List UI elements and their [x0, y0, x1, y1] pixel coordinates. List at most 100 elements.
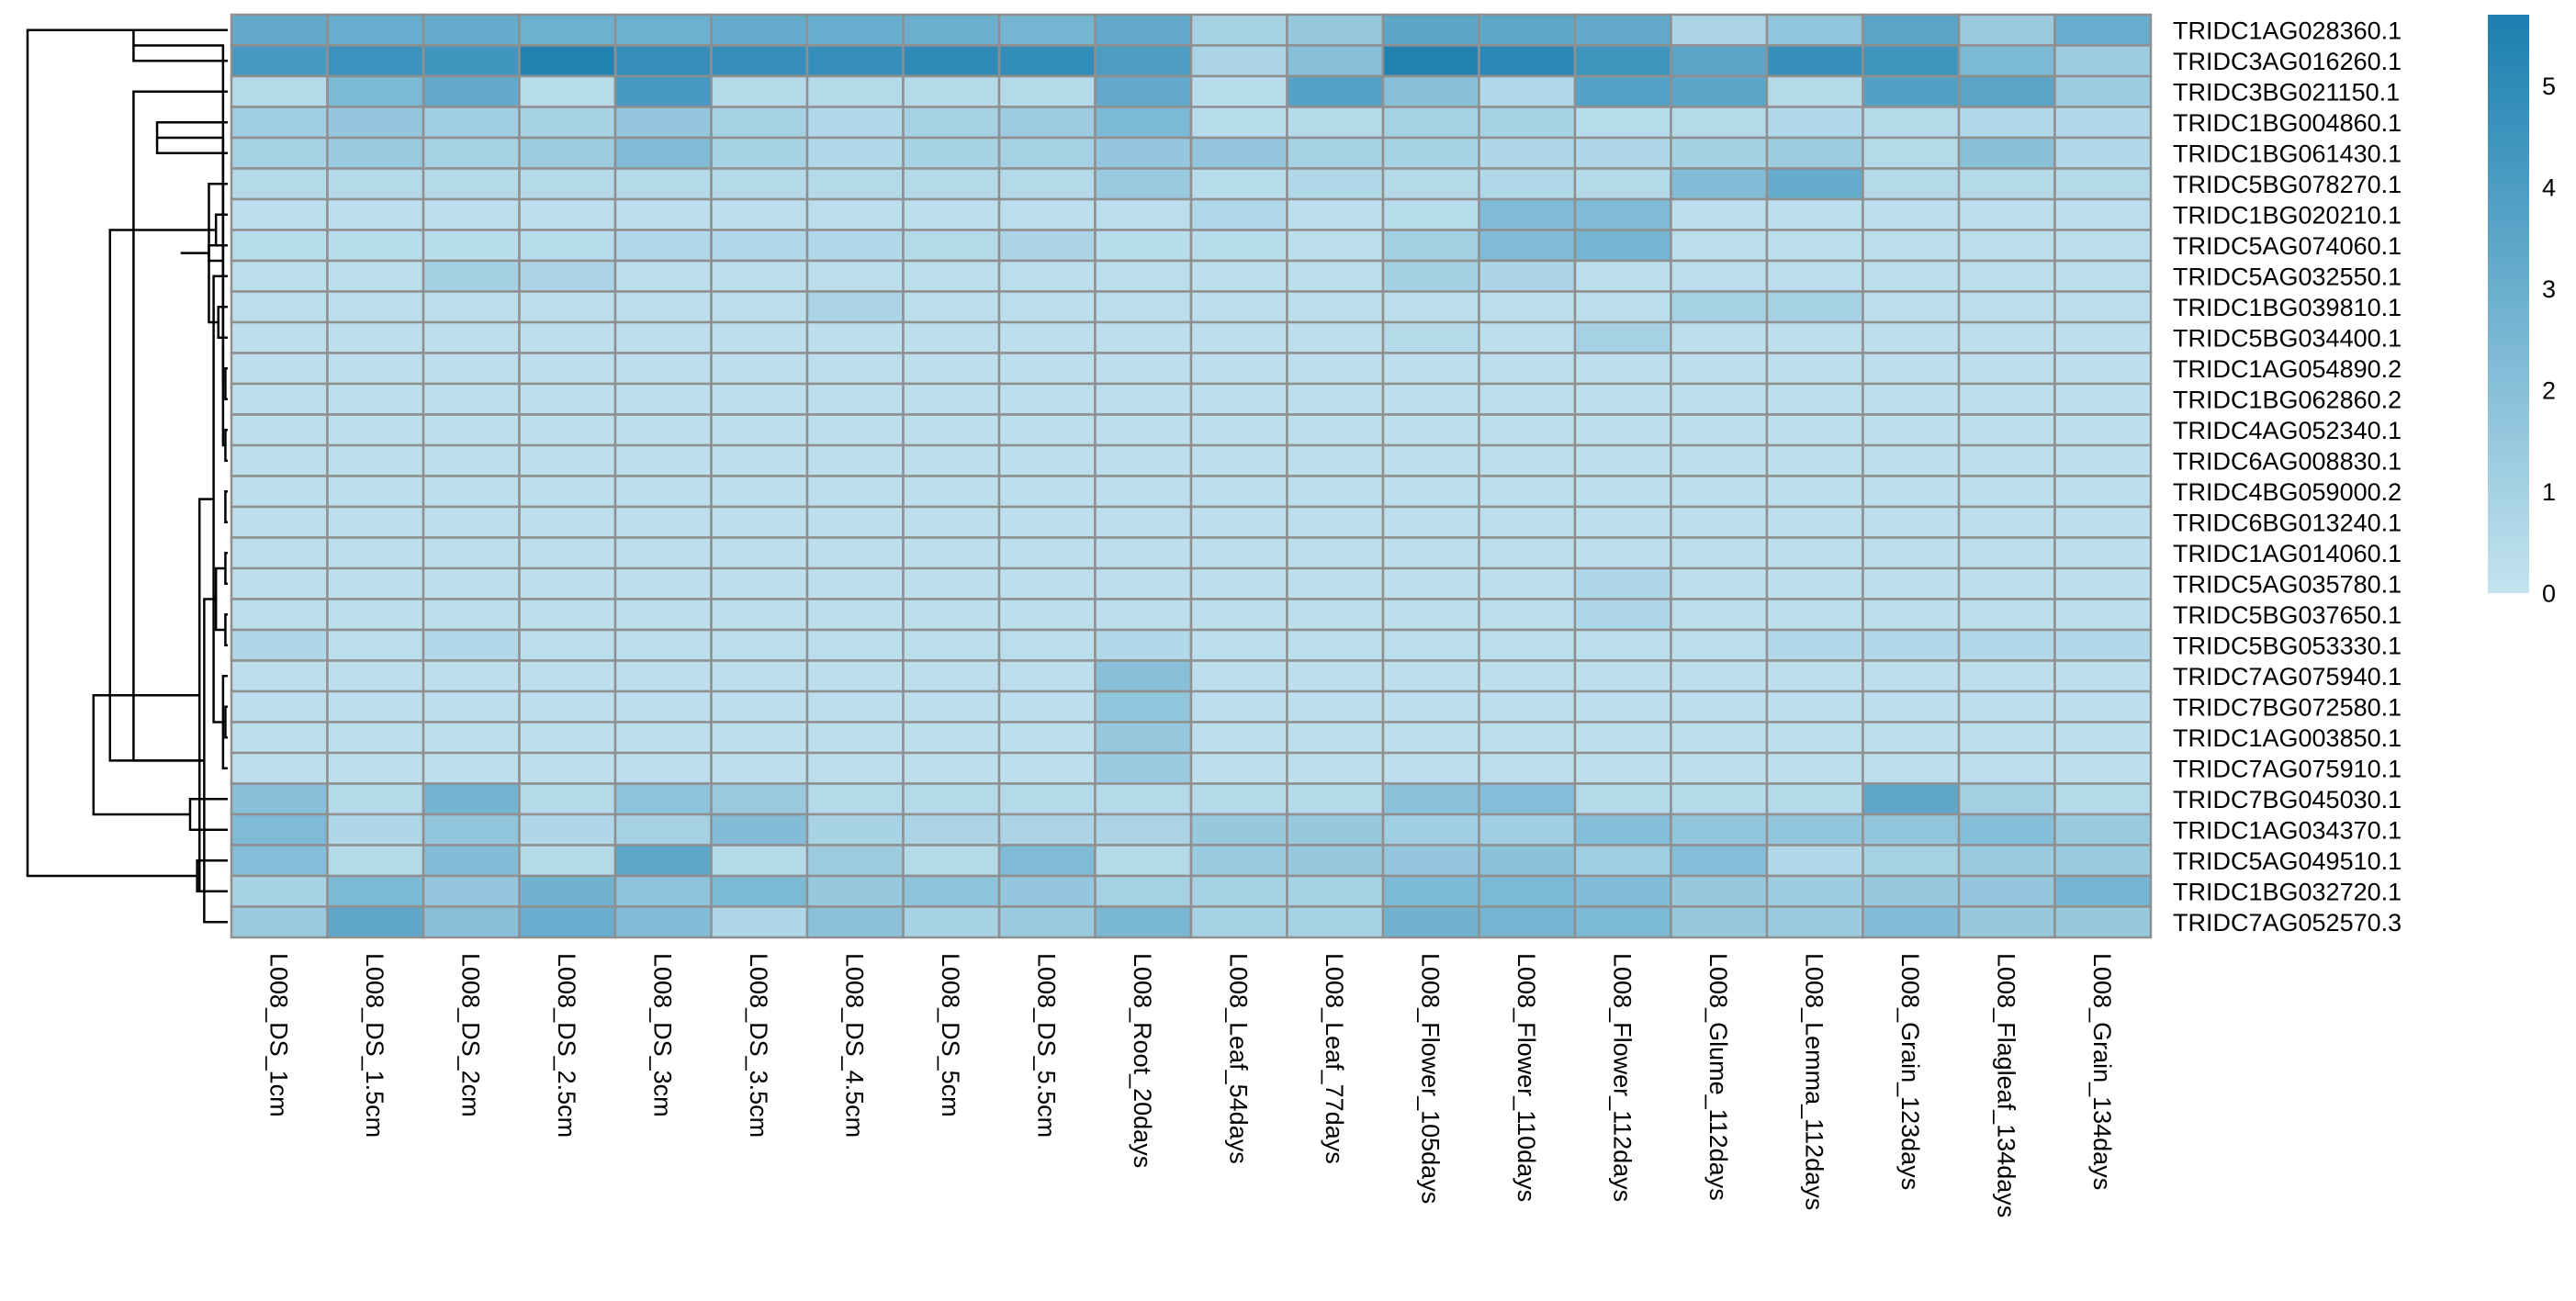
- heatmap-cell: [1189, 44, 1288, 78]
- heatmap-cell: [326, 290, 425, 324]
- heatmap-cell: [805, 874, 905, 908]
- heatmap-cell: [1381, 690, 1480, 723]
- heatmap-cell: [230, 475, 329, 509]
- heatmap-cell: [1765, 44, 1864, 78]
- heatmap-cell: [518, 475, 617, 509]
- heatmap-cell: [2053, 782, 2153, 816]
- heatmap-cell: [1765, 413, 1864, 447]
- heatmap-cell: [326, 721, 425, 755]
- heatmap-cell: [1957, 106, 2056, 140]
- heatmap-cell: [1862, 874, 1961, 908]
- heatmap-cell: [710, 782, 809, 816]
- heatmap-cell: [1670, 536, 1769, 570]
- heatmap-cell: [1094, 136, 1193, 170]
- heatmap-cell: [613, 813, 713, 847]
- heatmap-cell: [805, 690, 905, 723]
- heatmap-cell: [2053, 598, 2153, 632]
- heatmap-cell: [805, 628, 905, 662]
- heatmap-cell: [902, 320, 1001, 354]
- heatmap-cell: [518, 229, 617, 263]
- heatmap-cell: [422, 443, 521, 477]
- heatmap-cell: [1573, 352, 1672, 386]
- heatmap-cell: [1573, 197, 1672, 231]
- heatmap-cell: [805, 782, 905, 816]
- heatmap-cell: [1381, 566, 1480, 600]
- heatmap-cell: [422, 475, 521, 509]
- heatmap-cell: [1765, 566, 1864, 600]
- row-label: TRIDC5AG049510.1: [2173, 847, 2402, 875]
- heatmap-cell: [1670, 136, 1769, 170]
- heatmap-cell: [997, 782, 1097, 816]
- heatmap-cell: [1957, 136, 2056, 170]
- heatmap-cell: [710, 628, 809, 662]
- heatmap-cell: [1189, 628, 1288, 662]
- heatmap-cell: [805, 259, 905, 293]
- heatmap-cell: [1478, 382, 1577, 416]
- heatmap-cell: [1573, 136, 1672, 170]
- heatmap-cell: [613, 721, 713, 755]
- heatmap-cell: [422, 13, 521, 47]
- heatmap-cell: [710, 167, 809, 201]
- heatmap-cell: [1765, 659, 1864, 693]
- heatmap-cell: [1286, 74, 1385, 108]
- heatmap-cell: [1765, 782, 1864, 816]
- heatmap-cell: [1670, 721, 1769, 755]
- heatmap-cell: [1765, 13, 1864, 47]
- row-label: TRIDC6AG008830.1: [2173, 447, 2402, 475]
- heatmap-cell: [326, 443, 425, 477]
- heatmap-cell: [1573, 443, 1672, 477]
- column-label: L008_Leaf_77days: [1321, 953, 1348, 1164]
- heatmap-cell: [1573, 74, 1672, 108]
- heatmap-cell: [613, 197, 713, 231]
- heatmap-cell: [518, 413, 617, 447]
- heatmap-cell: [1957, 751, 2056, 785]
- heatmap-cell: [1862, 659, 1961, 693]
- heatmap-cell: [1957, 659, 2056, 693]
- heatmap-cell: [1286, 475, 1385, 509]
- heatmap-cell: [518, 74, 617, 108]
- heatmap-cell: [2053, 536, 2153, 570]
- row-dendrogram: [26, 28, 228, 924]
- heatmap-cell: [1862, 505, 1961, 539]
- heatmap-cell: [1381, 443, 1480, 477]
- heatmap-cell: [326, 44, 425, 78]
- heatmap-cell: [1957, 44, 2056, 78]
- heatmap-cell: [518, 352, 617, 386]
- heatmap-cell: [1670, 74, 1769, 108]
- heatmap-cell: [1286, 136, 1385, 170]
- heatmap-cell: [1765, 352, 1864, 386]
- heatmap-cell: [997, 259, 1097, 293]
- heatmap-cell: [1573, 905, 1672, 939]
- heatmap-cell: [1670, 167, 1769, 201]
- heatmap-cell: [1189, 106, 1288, 140]
- heatmap-cell: [422, 106, 521, 140]
- heatmap-cell: [1478, 197, 1577, 231]
- heatmap-cell: [518, 167, 617, 201]
- heatmap-cell: [422, 782, 521, 816]
- heatmap-cell: [902, 844, 1001, 878]
- heatmap-cell: [613, 505, 713, 539]
- heatmap-cell: [2053, 844, 2153, 878]
- heatmap-cell: [2053, 566, 2153, 600]
- heatmap-cell: [422, 167, 521, 201]
- heatmap-cell: [230, 74, 329, 108]
- heatmap-cell: [1957, 259, 2056, 293]
- heatmap-cell: [1862, 905, 1961, 939]
- heatmap-cell: [1670, 413, 1769, 447]
- heatmap-cell: [1094, 536, 1193, 570]
- heatmap-cell: [422, 844, 521, 878]
- heatmap-cell: [1862, 782, 1961, 816]
- heatmap-cell: [997, 690, 1097, 723]
- heatmap-cell: [1189, 536, 1288, 570]
- heatmap-cell: [2053, 259, 2153, 293]
- heatmap-cell: [230, 844, 329, 878]
- heatmap-cell: [1478, 413, 1577, 447]
- heatmap-cell: [1957, 505, 2056, 539]
- heatmap-cell: [1957, 382, 2056, 416]
- heatmap-cell: [1957, 844, 2056, 878]
- heatmap-cell: [1573, 536, 1672, 570]
- heatmap-cell: [1957, 598, 2056, 632]
- row-label: TRIDC4AG052340.1: [2173, 417, 2402, 444]
- heatmap-cell: [2053, 813, 2153, 847]
- heatmap-cell: [710, 136, 809, 170]
